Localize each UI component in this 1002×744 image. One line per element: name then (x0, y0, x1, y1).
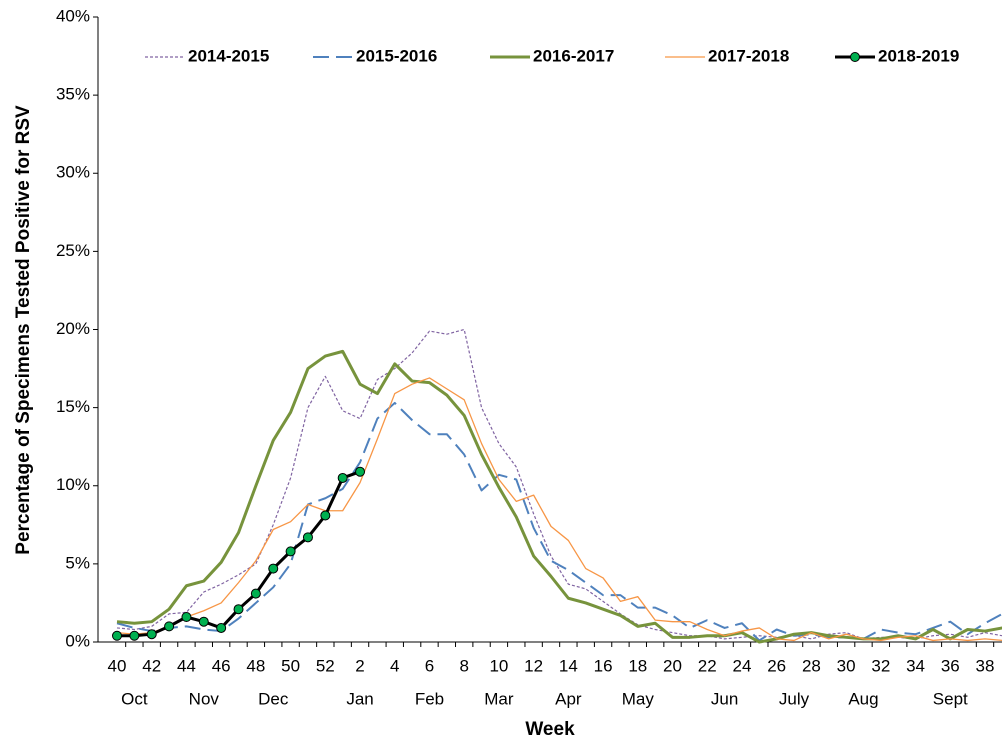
data-point (250, 588, 261, 599)
x-tick-label: 16 (594, 656, 613, 675)
data-point (320, 510, 331, 521)
x-tick-label: 46 (212, 656, 231, 675)
legend-label: 2015-2016 (356, 46, 437, 65)
y-axis-label: Percentage of Specimens Tested Positive … (13, 105, 34, 555)
data-point (233, 604, 244, 615)
month-label: Apr (555, 689, 582, 708)
y-tick-label: 40% (56, 6, 90, 25)
x-tick-label: 38 (976, 656, 995, 675)
x-tick-label: 14 (559, 656, 578, 675)
data-point (302, 532, 313, 543)
data-point (181, 612, 192, 622)
month-label: Nov (189, 689, 220, 708)
x-tick-label: 12 (524, 656, 543, 675)
x-tick-label: 24 (732, 656, 751, 675)
month-label: Mar (484, 689, 514, 708)
x-tick-label: 18 (628, 656, 647, 675)
x-tick-label: 20 (663, 656, 682, 675)
month-label: May (622, 689, 655, 708)
data-point (285, 546, 296, 557)
legend-label: 2018-2019 (878, 46, 959, 65)
legend-label: 2017-2018 (708, 46, 789, 65)
x-tick-label: 30 (837, 656, 856, 675)
month-label: Feb (415, 689, 444, 708)
series-line (116, 401, 1002, 642)
y-tick-label: 10% (56, 475, 90, 494)
series-line (116, 328, 1002, 640)
month-label: Dec (258, 689, 289, 708)
y-tick-label: 5% (65, 553, 90, 572)
series-line (116, 377, 1002, 642)
month-label: Aug (848, 689, 878, 708)
data-point (198, 616, 209, 627)
data-point (268, 563, 279, 574)
x-tick-label: 6 (425, 656, 434, 675)
x-tick-label: 8 (459, 656, 468, 675)
series-line (116, 349, 1002, 644)
y-tick-label: 20% (56, 319, 90, 338)
month-label: Jan (346, 689, 373, 708)
legend-label: 2014-2015 (188, 46, 269, 65)
x-tick-label: 32 (871, 656, 890, 675)
x-tick-label: 28 (802, 656, 821, 675)
month-label: Sept (933, 689, 968, 708)
x-tick-label: 48 (246, 656, 265, 675)
y-tick-label: 0% (65, 631, 90, 650)
y-tick-label: 35% (56, 85, 90, 104)
data-point (129, 630, 140, 641)
x-tick-label: 44 (177, 656, 196, 675)
data-point (146, 629, 157, 640)
x-tick-label: 4 (390, 656, 399, 675)
data-point (164, 621, 175, 632)
data-point (216, 622, 227, 633)
month-label: July (779, 689, 810, 708)
x-axis-label: Week (525, 719, 575, 740)
y-tick-label: 25% (56, 241, 90, 260)
x-tick-label: 2 (355, 656, 364, 675)
y-tick-label: 30% (56, 163, 90, 182)
x-tick-label: 50 (281, 656, 300, 675)
y-tick-label: 15% (56, 397, 90, 416)
data-point (112, 630, 122, 641)
x-tick-label: 26 (767, 656, 786, 675)
legend-marker (850, 52, 860, 62)
x-tick-label: 40 (108, 656, 127, 675)
x-tick-label: 22 (698, 656, 717, 675)
x-tick-label: 36 (941, 656, 960, 675)
data-point (337, 472, 348, 483)
month-label: Jun (711, 689, 738, 708)
x-tick-label: 42 (142, 656, 161, 675)
x-tick-label: 34 (906, 656, 925, 675)
legend-label: 2016-2017 (533, 46, 614, 65)
x-tick-label: 10 (489, 656, 508, 675)
data-point (355, 466, 366, 477)
month-label: Oct (121, 689, 148, 708)
x-tick-label: 52 (316, 656, 335, 675)
